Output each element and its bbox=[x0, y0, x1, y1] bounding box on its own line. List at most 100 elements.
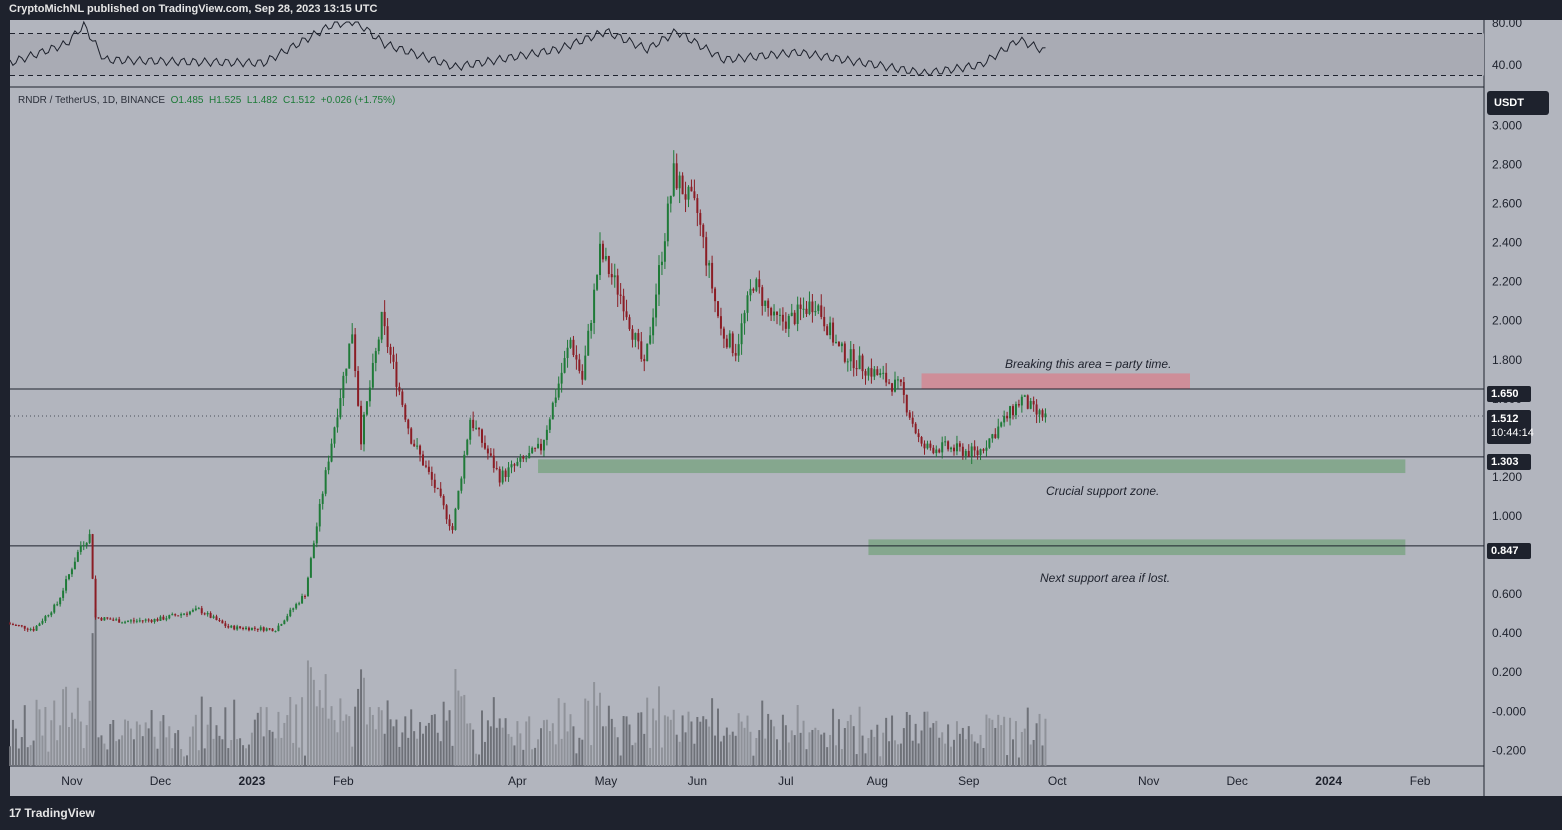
volume-bar bbox=[245, 748, 247, 766]
volume-bar bbox=[301, 697, 304, 766]
volume-bar bbox=[368, 707, 371, 766]
candle-body bbox=[663, 241, 666, 262]
candle-body bbox=[197, 608, 200, 610]
candle-body bbox=[554, 397, 557, 403]
volume-bar bbox=[433, 714, 436, 766]
candle-body bbox=[522, 457, 525, 459]
volume-bar bbox=[1032, 739, 1035, 766]
candle-body bbox=[604, 256, 607, 260]
volume-bar bbox=[336, 732, 339, 766]
candle-body bbox=[236, 626, 239, 630]
candle-body bbox=[705, 237, 708, 266]
candle-body bbox=[1038, 410, 1041, 415]
chart-area[interactable] bbox=[10, 20, 1484, 796]
candle-body bbox=[722, 328, 725, 339]
candle-body bbox=[79, 545, 82, 552]
candle-body bbox=[1017, 404, 1020, 406]
price-tick-label: 2.000 bbox=[1492, 314, 1522, 328]
currency-selector[interactable]: USDT bbox=[1487, 91, 1549, 115]
candle-body bbox=[728, 333, 731, 348]
volume-bar bbox=[283, 722, 286, 766]
tradingview-brand: TradingView bbox=[24, 806, 95, 820]
candle-body bbox=[188, 611, 191, 615]
candle-body bbox=[725, 338, 728, 348]
support-zone bbox=[538, 459, 1406, 474]
candle-body bbox=[398, 386, 401, 392]
volume-bar bbox=[138, 724, 141, 766]
volume-bar bbox=[554, 744, 557, 766]
volume-bar bbox=[351, 746, 354, 766]
legend-open: O1.485 bbox=[170, 95, 204, 106]
candle-body bbox=[944, 441, 947, 443]
candle-body bbox=[840, 343, 843, 347]
candle-body bbox=[489, 453, 492, 456]
volume-bar bbox=[309, 667, 312, 766]
candle-body bbox=[56, 604, 59, 606]
volume-bar bbox=[501, 727, 504, 766]
candle-body bbox=[1029, 401, 1032, 409]
candle-body bbox=[106, 617, 109, 619]
candle-body bbox=[389, 346, 392, 355]
candle-body bbox=[85, 542, 88, 546]
rsi-band-fill bbox=[10, 33, 1484, 76]
volume-bar bbox=[858, 706, 861, 766]
volume-bar bbox=[156, 748, 159, 766]
candle-body bbox=[752, 288, 755, 291]
volume-bar bbox=[1041, 745, 1044, 766]
candle-body bbox=[1044, 413, 1047, 418]
volume-bar bbox=[634, 742, 637, 766]
tradingview-logo[interactable]: 17 TradingView bbox=[9, 806, 95, 820]
volume-bar bbox=[103, 743, 106, 766]
volume-bar bbox=[442, 701, 445, 766]
candle-body bbox=[660, 261, 663, 266]
volume-bar bbox=[268, 730, 271, 766]
volume-bar bbox=[386, 700, 389, 766]
candle-body bbox=[631, 329, 634, 340]
volume-bar bbox=[265, 707, 268, 766]
candle-body bbox=[180, 614, 183, 616]
volume-bar bbox=[348, 716, 351, 766]
time-tick-label: Sep bbox=[958, 774, 980, 788]
candle-body bbox=[976, 450, 979, 456]
volume-bar bbox=[209, 707, 212, 766]
volume-bar bbox=[401, 732, 404, 766]
candle-body bbox=[802, 308, 805, 310]
volume-bar bbox=[590, 745, 593, 766]
volume-bar bbox=[436, 732, 439, 766]
candle-body bbox=[770, 307, 773, 316]
candle-body bbox=[584, 355, 587, 380]
candle-body bbox=[419, 445, 422, 455]
candle-body bbox=[607, 256, 610, 275]
candle-body bbox=[445, 505, 448, 520]
volume-bar bbox=[988, 718, 991, 766]
volume-bar bbox=[557, 698, 560, 766]
volume-bar bbox=[180, 749, 183, 766]
candle-body bbox=[224, 623, 227, 627]
candle-body bbox=[115, 619, 118, 621]
volume-bar bbox=[407, 737, 410, 766]
volume-bar bbox=[879, 756, 882, 766]
candle-body bbox=[666, 203, 669, 242]
volume-bar bbox=[899, 743, 902, 766]
volume-bar bbox=[675, 734, 678, 766]
volume-bar bbox=[525, 721, 528, 766]
volume-bar bbox=[864, 753, 867, 766]
volume-bar bbox=[970, 734, 973, 766]
volume-bar bbox=[758, 730, 761, 766]
candle-body bbox=[65, 579, 68, 591]
candle-body bbox=[50, 612, 53, 616]
volume-bar bbox=[684, 732, 687, 766]
volume-bar bbox=[843, 728, 846, 766]
volume-bar bbox=[315, 706, 318, 766]
price-axis-panel[interactable] bbox=[1484, 20, 1562, 796]
volume-bar bbox=[298, 747, 301, 766]
support2-note: Next support area if lost. bbox=[1040, 571, 1171, 585]
volume-bar bbox=[749, 731, 752, 766]
candle-body bbox=[363, 414, 365, 445]
candle-body bbox=[625, 311, 628, 318]
candle-body bbox=[755, 279, 758, 291]
volume-bar bbox=[212, 738, 215, 766]
volume-bar bbox=[68, 727, 70, 766]
volume-bar bbox=[958, 733, 961, 766]
